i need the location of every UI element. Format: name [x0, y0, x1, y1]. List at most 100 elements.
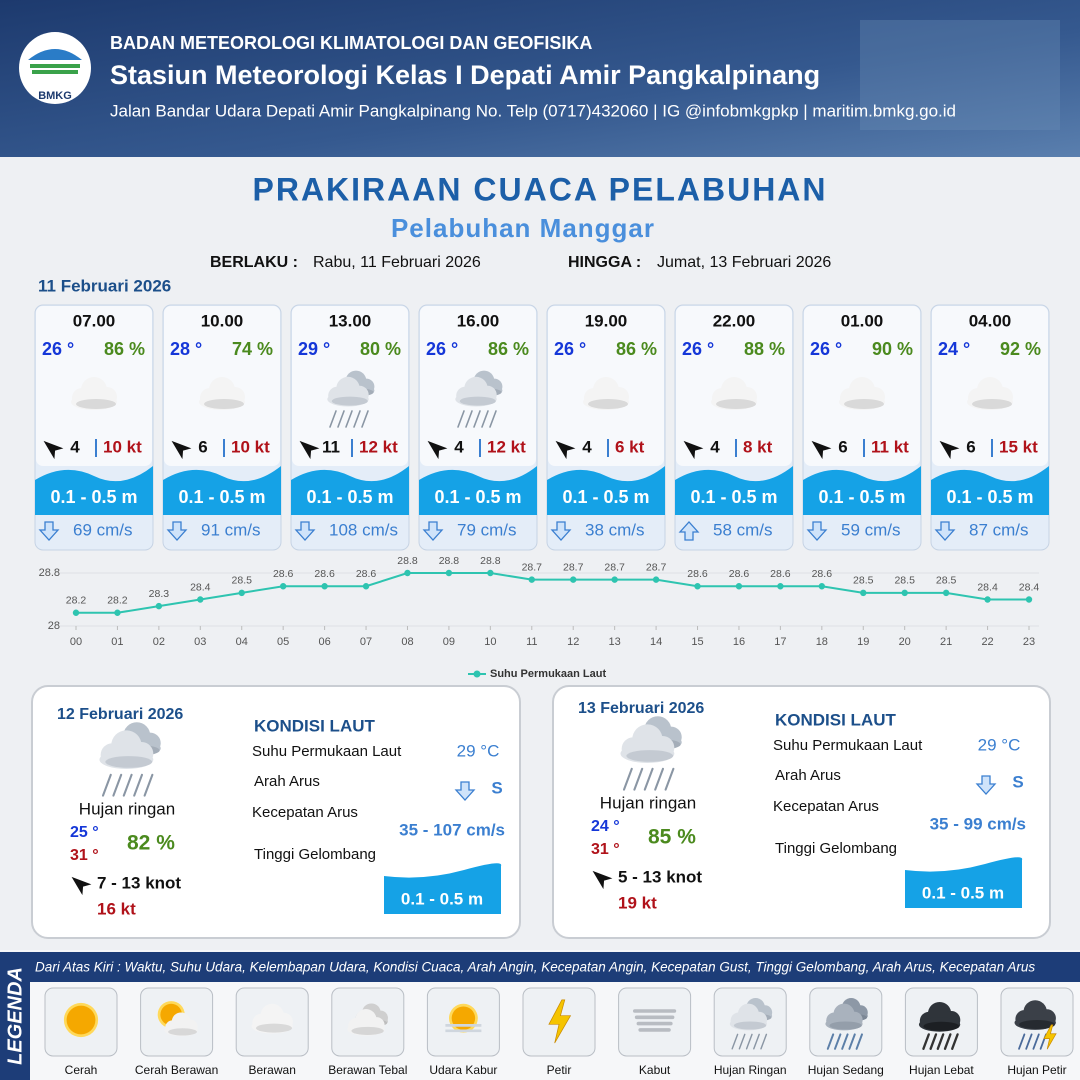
rain — [745, 1033, 753, 1050]
header-bg — [0, 0, 1080, 157]
time: 04.00 — [969, 311, 1012, 330]
sst-value: 29 °C — [978, 735, 1021, 754]
point — [321, 583, 328, 590]
rain — [654, 767, 665, 791]
humidity: 92 % — [1000, 339, 1041, 359]
point — [694, 583, 701, 590]
condition: Hujan ringan — [79, 799, 175, 818]
gust: 8 kt — [743, 437, 773, 456]
from-date: Rabu, 11 Februari 2026 — [313, 254, 481, 271]
current-arrow — [550, 521, 572, 541]
humidity: 85 % — [648, 826, 696, 849]
rain — [622, 767, 633, 791]
speed-label: Kecepatan Arus — [773, 798, 879, 815]
legend-band — [0, 952, 1080, 982]
gust: 6 kt — [615, 437, 645, 456]
value-label: 28.8 — [439, 555, 460, 567]
value-label: 28.6 — [356, 568, 377, 580]
rain — [841, 1033, 849, 1050]
rain — [489, 410, 497, 428]
cloud-shade — [844, 399, 884, 409]
logo-shape — [30, 64, 80, 74]
cloud-shade — [168, 1028, 197, 1036]
rain — [922, 1033, 930, 1050]
speed-value: 35 - 99 cm/s — [930, 814, 1026, 833]
rain — [929, 1033, 938, 1050]
weather-icon — [71, 377, 117, 410]
time: 22.00 — [713, 311, 756, 330]
x-tick-label: 00 — [70, 636, 82, 648]
current-arrow — [422, 521, 444, 541]
sst-label: Suhu Permukaan Laut — [773, 737, 923, 754]
wave-area — [163, 466, 281, 515]
value-label: 28.6 — [729, 568, 750, 580]
wave-area — [931, 466, 1049, 515]
humidity: 80 % — [360, 339, 401, 359]
legend-item: Cerah Berawan — [135, 1063, 218, 1077]
wind-arrow — [171, 440, 192, 460]
current-speed: 91 cm/s — [201, 520, 261, 539]
cloud-shade — [972, 399, 1012, 409]
air-temp: 26 ° — [682, 339, 714, 359]
point — [777, 583, 784, 590]
wave-box — [905, 857, 1023, 908]
weather-icon — [157, 1001, 198, 1037]
x-tick-label: 03 — [194, 636, 206, 648]
time: 07.00 — [73, 311, 116, 330]
gust: 19 kt — [618, 893, 657, 912]
rain — [738, 1033, 746, 1050]
point — [1025, 596, 1033, 603]
wind-speed: 6 — [198, 437, 207, 456]
time: 13.00 — [329, 311, 372, 330]
rain — [337, 410, 345, 428]
address: Jalan Bandar Udara Depati Amir Pangkalpi… — [110, 101, 956, 120]
rain — [133, 773, 144, 797]
value-label: 28.5 — [853, 575, 874, 587]
day1-date: 11 Februari 2026 — [38, 276, 171, 295]
current-arrow — [38, 521, 60, 541]
wave-area — [419, 466, 537, 515]
x-tick-label: 05 — [277, 636, 289, 648]
temp-max: 31 ° — [70, 847, 99, 864]
to-date: Jumat, 13 Februari 2026 — [657, 254, 831, 271]
point — [818, 583, 826, 590]
wind-range: 7 - 13 knot — [97, 873, 181, 892]
gust: 12 kt — [359, 437, 398, 456]
humidity: 86 % — [104, 339, 145, 359]
x-tick-label: 07 — [360, 636, 372, 648]
rain — [143, 773, 154, 797]
weather-icon — [583, 377, 629, 410]
weather-icon — [1014, 1000, 1057, 1050]
value-label: 28.5 — [232, 575, 253, 587]
rain — [473, 410, 481, 428]
logo-text: BMKG — [38, 90, 72, 102]
x-tick-label: 15 — [691, 636, 703, 648]
rain — [633, 767, 644, 791]
wave-area — [35, 466, 153, 515]
value-label: 28.6 — [273, 568, 294, 580]
current-arrow — [975, 775, 997, 795]
value-label: 28.6 — [812, 568, 833, 580]
rain — [465, 410, 473, 428]
value-label: 28.8 — [480, 555, 501, 567]
wave-height: 0.1 - 0.5 m — [818, 487, 905, 507]
current-speed: 79 cm/s — [457, 520, 517, 539]
legend-label: Suhu Permukaan Laut — [490, 668, 606, 680]
title: PRAKIRAAN CUACA PELABUHAN — [252, 171, 827, 207]
air-temp: 29 ° — [298, 339, 330, 359]
wind-speed: 4 — [710, 437, 720, 456]
day-date: 13 Februari 2026 — [578, 700, 704, 717]
x-tick-label: 01 — [111, 636, 123, 648]
rain — [834, 1033, 842, 1050]
cloud-shade — [626, 750, 674, 762]
humidity: 86 % — [616, 339, 657, 359]
value-label: 28.8 — [397, 555, 418, 567]
point — [114, 609, 121, 616]
weather-icon — [729, 998, 773, 1050]
point — [155, 602, 163, 610]
cloud-shade — [716, 399, 756, 409]
rain — [481, 410, 489, 428]
x-tick-label: 12 — [567, 636, 579, 648]
gust: 11 kt — [871, 437, 909, 456]
